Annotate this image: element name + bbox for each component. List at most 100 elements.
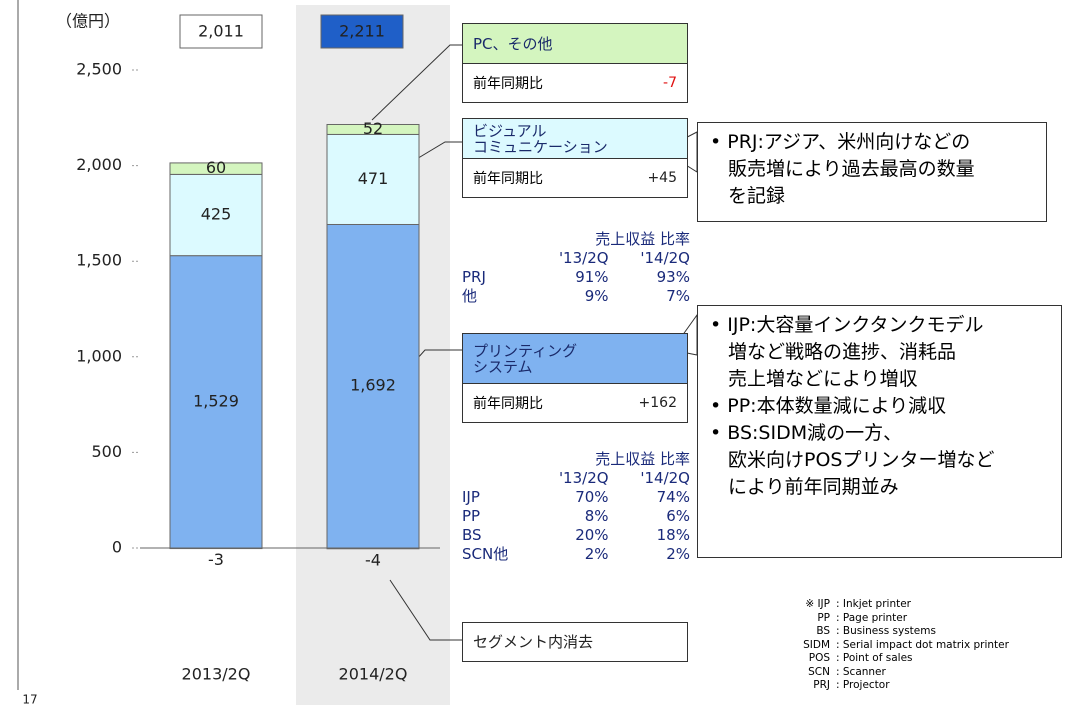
- table-row: BS 20% 18%: [462, 526, 690, 545]
- bar-segment: [169, 547, 263, 550]
- change-value: +45: [647, 170, 677, 186]
- glossary-text: POS: [808, 652, 830, 664]
- glossary-text: : Projector: [836, 679, 890, 691]
- bullet: •: [710, 395, 728, 417]
- bar-value-label: 1,529: [193, 391, 239, 410]
- page-number: 17: [22, 693, 37, 707]
- column-header: '13/2Q: [558, 469, 609, 487]
- table-title: 売上収益 比率: [595, 450, 690, 468]
- table-cell: 18%: [656, 526, 690, 544]
- change-value: +162: [638, 395, 677, 411]
- table-header: '13/2Q '14/2Q: [462, 249, 690, 268]
- total-label: 2,011: [198, 22, 244, 41]
- x-tick-label: 2013/2Q: [182, 665, 251, 684]
- bar-segment: [169, 162, 263, 175]
- glossary-text: : Inkjet printer: [836, 598, 911, 610]
- table-header: 売上収益 比率: [462, 450, 690, 469]
- table-cell: SCN他: [462, 545, 509, 563]
- note-item: • PRJ:アジア、米州向けなどの 販売増により過去最高の数量 を記録: [710, 129, 1034, 210]
- note-item: • BS:SIDM減の一方、 欧米向けPOSプリンター増など により前年同期並み: [710, 420, 1049, 501]
- change-row: 前年同期比 +162: [463, 384, 687, 422]
- y-tick-label: 1,500: [76, 251, 122, 270]
- table-cell: 70%: [575, 488, 609, 506]
- note-text: PRJ:アジア、米州向けなどの 販売増により過去最高の数量 を記録: [727, 131, 975, 207]
- glossary-text: : Page printer: [836, 611, 908, 624]
- glossary-text: SIDM: [803, 638, 830, 651]
- y-tick-label: 1,000: [76, 346, 122, 365]
- table-cell: 20%: [575, 526, 609, 544]
- segment-box: プリンティング システム前年同期比 +162: [462, 333, 688, 423]
- bar-segment: [326, 547, 420, 550]
- y-axis-label: （億円）: [56, 12, 120, 31]
- change-caption: 前年同期比: [473, 396, 543, 412]
- bar-value-label: 425: [201, 205, 232, 224]
- ratio-table: 売上収益 比率 '13/2Q '14/2Q PRJ 91% 93% 他 9% 7%: [462, 230, 690, 306]
- segment-box: セグメント内消去: [462, 622, 688, 662]
- table-row: SCN他 2% 2%: [462, 545, 690, 564]
- table-title: 売上収益 比率: [595, 230, 690, 248]
- blank: [462, 450, 527, 469]
- segment-box: ビジュアル コミュニケーション前年同期比 +45: [462, 118, 688, 198]
- glossary-text: PRJ: [813, 679, 830, 691]
- glossary-row: PRJ : Projector: [768, 679, 1009, 693]
- table-cell: 93%: [656, 268, 690, 286]
- table-cell: 74%: [656, 488, 690, 506]
- column-header: '14/2Q: [640, 469, 690, 487]
- glossary-text: : Point of sales: [836, 652, 913, 664]
- change-row: 前年同期比 -7: [463, 64, 687, 102]
- change-caption: 前年同期比: [473, 171, 543, 187]
- change-caption: 前年同期比: [473, 76, 543, 92]
- total-label: 2,211: [339, 22, 385, 41]
- glossary-row: BS: Business systems: [768, 625, 1009, 639]
- bar-value-label: -3: [208, 550, 224, 569]
- bullet: •: [710, 131, 728, 153]
- note-box: • IJP:大容量インクタンクモデル 増など戦略の進捗、消耗品 売上増などにより…: [697, 305, 1062, 558]
- glossary-text: : Serial impact dot matrix printer: [836, 638, 1009, 651]
- glossary-row: ※ IJP : Inkjet printer: [768, 598, 1009, 612]
- segment-name: プリンティング システム: [463, 334, 687, 384]
- table-header: '13/2Q '14/2Q: [462, 469, 690, 488]
- y-tick-label: 2,500: [76, 60, 122, 79]
- segment-name: ビジュアル コミュニケーション: [463, 119, 687, 159]
- change-row: 前年同期比 +45: [463, 159, 687, 197]
- blank: [462, 249, 527, 268]
- y-tick-label: 0: [112, 538, 122, 557]
- glossary-text: BS: [816, 625, 830, 637]
- table-cell: 9%: [584, 287, 609, 305]
- bar-value-label: 60: [206, 158, 226, 177]
- table-cell: 他: [462, 287, 478, 305]
- glossary-row: POS : Point of sales: [768, 652, 1009, 666]
- bar-value-label: -4: [365, 550, 381, 569]
- note-box: • PRJ:アジア、米州向けなどの 販売増により過去最高の数量 を記録: [697, 122, 1047, 222]
- glossary-row: SIDM : Serial impact dot matrix printer: [768, 639, 1009, 653]
- bar-value-label: 52: [363, 119, 383, 138]
- table-cell: BS: [462, 526, 482, 544]
- table-row: PRJ 91% 93%: [462, 268, 690, 287]
- note-text: PP:本体数量減により減収: [727, 395, 947, 417]
- bullet: •: [710, 422, 728, 444]
- table-cell: IJP: [462, 488, 480, 506]
- change-value: -7: [663, 75, 677, 91]
- y-tick-label: 500: [91, 442, 122, 461]
- glossary-row: SCN: Scanner: [768, 666, 1009, 680]
- table-cell: PRJ: [462, 268, 486, 286]
- bar-value-label: 1,692: [350, 376, 396, 395]
- table-cell: PP: [462, 507, 481, 525]
- y-tick-label: 2,000: [76, 155, 122, 174]
- bar-value-label: 471: [358, 169, 389, 188]
- glossary-text: SCN: [808, 665, 830, 678]
- table-cell: 91%: [575, 268, 609, 286]
- table-cell: 2%: [666, 545, 690, 563]
- segment-name: セグメント内消去: [463, 623, 687, 661]
- bullet: •: [710, 314, 728, 336]
- glossary: ※ IJP: Inkjet printer PP: Page printer BS:…: [768, 598, 1009, 693]
- table-row: IJP 70% 74%: [462, 488, 690, 507]
- column-header: '13/2Q: [558, 249, 609, 267]
- note-item: • PP:本体数量減により減収: [710, 393, 1049, 420]
- column-header: '14/2Q: [640, 249, 690, 267]
- glossary-text: ※ IJP: [805, 598, 830, 610]
- bar-segment: [326, 123, 420, 135]
- table-cell: 7%: [666, 287, 690, 305]
